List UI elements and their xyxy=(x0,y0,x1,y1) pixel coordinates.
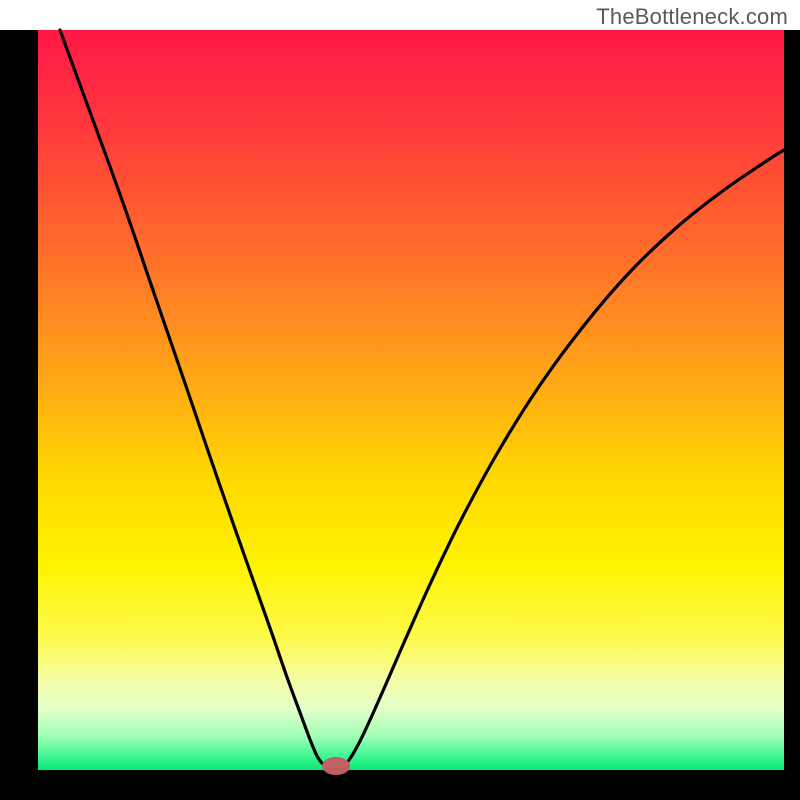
curve-right-branch xyxy=(342,150,784,768)
watermark-text: TheBottleneck.com xyxy=(596,4,788,30)
chart-container: TheBottleneck.com xyxy=(0,0,800,800)
bottleneck-curve xyxy=(0,0,800,800)
minimum-marker xyxy=(322,757,350,775)
curve-left-branch xyxy=(60,30,329,768)
